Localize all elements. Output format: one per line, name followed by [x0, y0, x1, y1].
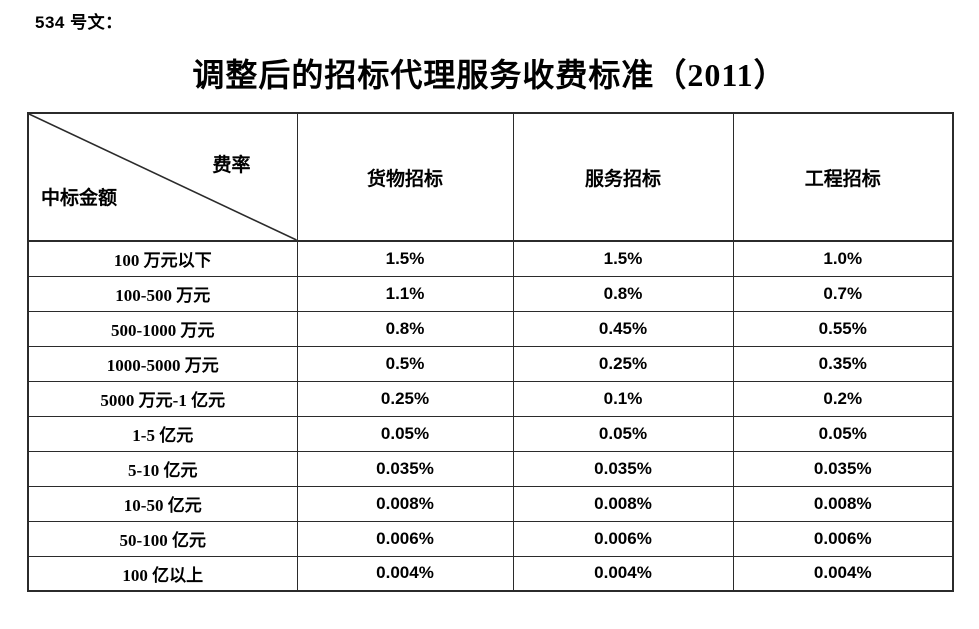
fee-value: 0.45% — [512, 310, 734, 347]
fee-value: 0.006% — [296, 520, 514, 557]
fee-value: 0.008% — [512, 485, 734, 522]
fee-value: 1.1% — [296, 275, 514, 312]
fee-value: 0.008% — [732, 485, 954, 522]
column-header-engineering-bidding: 工程招标 — [732, 112, 954, 242]
fee-value: 0.5% — [296, 345, 514, 382]
row-label: 1000-5000 万元 — [27, 345, 298, 382]
fee-value: 0.004% — [512, 555, 734, 592]
table-row: 1-5 亿元 0.05% 0.05% 0.05% — [27, 415, 954, 452]
table-row: 100 亿以上 0.004% 0.004% 0.004% — [27, 555, 954, 592]
table-row: 10-50 亿元 0.008% 0.008% 0.008% — [27, 485, 954, 522]
fee-value: 1.0% — [732, 240, 954, 277]
fee-value: 0.05% — [732, 415, 954, 452]
table-row: 5-10 亿元 0.035% 0.035% 0.035% — [27, 450, 954, 487]
fee-value: 0.035% — [296, 450, 514, 487]
fee-value: 0.008% — [296, 485, 514, 522]
fee-value: 0.035% — [512, 450, 734, 487]
fee-value: 0.8% — [296, 310, 514, 347]
corner-label-fee-rate: 费率 — [212, 155, 251, 176]
row-label: 5-10 亿元 — [27, 450, 298, 487]
fee-value: 1.5% — [512, 240, 734, 277]
fee-value: 0.035% — [732, 450, 954, 487]
fee-value: 1.5% — [296, 240, 514, 277]
fee-value: 0.25% — [512, 345, 734, 382]
row-label: 50-100 亿元 — [27, 520, 298, 557]
row-label: 100-500 万元 — [27, 275, 298, 312]
column-header-services-bidding: 服务招标 — [512, 112, 734, 242]
row-label: 100 万元以下 — [27, 240, 298, 277]
column-header-goods-bidding: 货物招标 — [296, 112, 514, 242]
corner-label-bid-amount: 中标金额 — [41, 188, 118, 209]
table-row: 100 万元以下 1.5% 1.5% 1.0% — [27, 240, 954, 277]
diagonal-divider-line — [29, 114, 297, 240]
fee-value: 0.35% — [732, 345, 954, 382]
fee-value: 0.2% — [732, 380, 954, 417]
table-row: 500-1000 万元 0.8% 0.45% 0.55% — [27, 310, 954, 347]
fee-rate-table: 费率 中标金额 货物招标 服务招标 工程招标 100 万元以下 1.5% 1.5… — [27, 112, 954, 592]
fee-value: 0.006% — [512, 520, 734, 557]
fee-value: 0.05% — [512, 415, 734, 452]
fee-value: 0.05% — [296, 415, 514, 452]
row-label: 1-5 亿元 — [27, 415, 298, 452]
table-row: 100-500 万元 1.1% 0.8% 0.7% — [27, 275, 954, 312]
doc-number-label: 534 号文： — [35, 13, 123, 32]
corner-header-cell: 费率 中标金额 — [27, 112, 298, 242]
fee-value: 0.8% — [512, 275, 734, 312]
page-title: 调整后的招标代理服务收费标准（2011） — [192, 57, 787, 93]
fee-value: 0.25% — [296, 380, 514, 417]
table-row: 5000 万元-1 亿元 0.25% 0.1% 0.2% — [27, 380, 954, 417]
fee-value: 0.004% — [296, 555, 514, 592]
fee-value: 0.55% — [732, 310, 954, 347]
row-label: 100 亿以上 — [27, 555, 298, 592]
header-row: 费率 中标金额 货物招标 服务招标 工程招标 — [27, 112, 954, 242]
row-label: 500-1000 万元 — [27, 310, 298, 347]
fee-value: 0.1% — [512, 380, 734, 417]
fee-value: 0.004% — [732, 555, 954, 592]
fee-value: 0.7% — [732, 275, 954, 312]
fee-value: 0.006% — [732, 520, 954, 557]
table-row: 50-100 亿元 0.006% 0.006% 0.006% — [27, 520, 954, 557]
row-label: 10-50 亿元 — [27, 485, 298, 522]
row-label: 5000 万元-1 亿元 — [27, 380, 298, 417]
table-row: 1000-5000 万元 0.5% 0.25% 0.35% — [27, 345, 954, 382]
